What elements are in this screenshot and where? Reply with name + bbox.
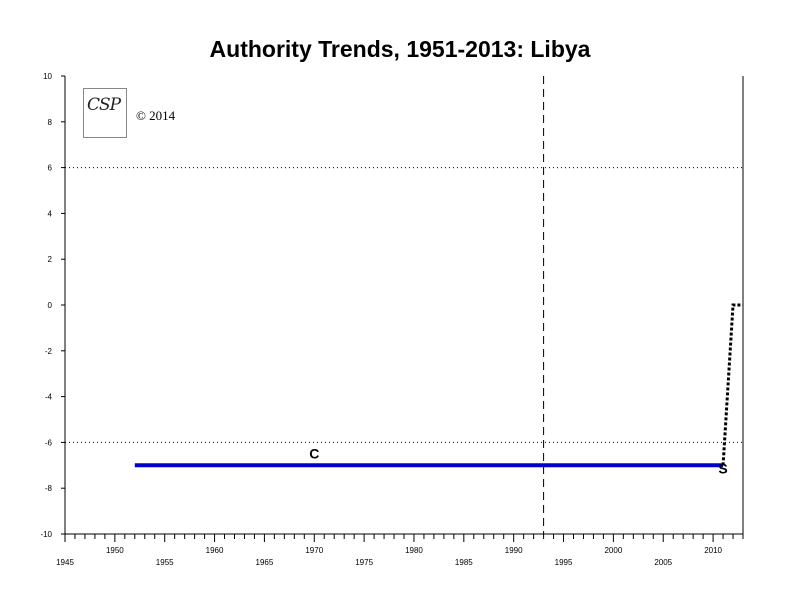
- copyright-notice: © 2014: [136, 108, 176, 123]
- x-tick-label: 1995: [555, 558, 573, 567]
- x-tick-label: 1945: [56, 558, 74, 567]
- x-tick-label: 1980: [405, 546, 423, 555]
- y-tick-label: 2: [48, 255, 53, 264]
- y-tick-label: 0: [48, 301, 53, 310]
- x-tick-label: 1970: [305, 546, 323, 555]
- y-tick-label: -2: [45, 347, 53, 356]
- csp-logo-text: CSP: [87, 95, 121, 115]
- y-tick-label: 4: [48, 209, 53, 218]
- y-tick-label: -8: [45, 484, 53, 493]
- x-tick-label: 1985: [455, 558, 473, 567]
- y-tick-label: -10: [40, 530, 52, 539]
- csp-logo: CSP: [83, 88, 127, 138]
- x-tick-label: 2005: [654, 558, 672, 567]
- y-tick-label: 6: [48, 164, 53, 173]
- y-tick-label: -4: [45, 393, 53, 402]
- chart-title: Authority Trends, 1951-2013: Libya: [209, 36, 591, 62]
- x-tick-label: 1950: [106, 546, 124, 555]
- x-tick-label: 1975: [355, 558, 373, 567]
- x-tick-label: 2010: [704, 546, 722, 555]
- y-tick-label: 10: [43, 72, 52, 81]
- y-tick-label: 8: [48, 118, 53, 127]
- x-tick-label: 1965: [256, 558, 274, 567]
- marker-label-s: S: [718, 460, 727, 476]
- x-tick-label: 2000: [604, 546, 622, 555]
- x-tick-label: 1955: [156, 558, 174, 567]
- series-line-dotted: [721, 303, 743, 466]
- x-tick-label: 1960: [206, 546, 224, 555]
- x-tick-label: 1990: [505, 546, 523, 555]
- y-tick-label: -6: [45, 438, 53, 447]
- marker-label-c: C: [309, 445, 319, 461]
